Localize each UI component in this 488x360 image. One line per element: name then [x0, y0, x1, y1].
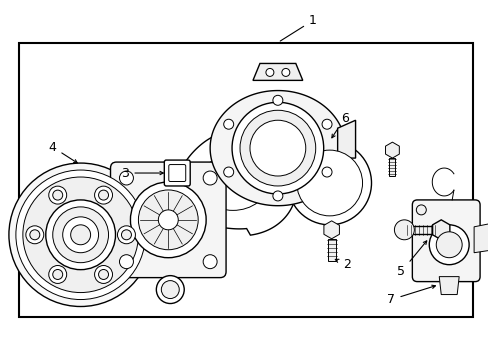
- Circle shape: [249, 120, 305, 176]
- Circle shape: [322, 119, 331, 129]
- Circle shape: [229, 118, 245, 134]
- FancyBboxPatch shape: [164, 160, 190, 186]
- Circle shape: [138, 190, 198, 250]
- Circle shape: [240, 110, 315, 186]
- Circle shape: [49, 186, 66, 204]
- Circle shape: [296, 150, 362, 216]
- Text: 4: 4: [49, 141, 77, 163]
- Circle shape: [130, 182, 206, 258]
- Circle shape: [53, 270, 62, 279]
- Polygon shape: [432, 220, 449, 240]
- Bar: [327, 239, 335, 261]
- Circle shape: [394, 220, 413, 240]
- Circle shape: [99, 270, 108, 279]
- FancyBboxPatch shape: [168, 165, 185, 181]
- Bar: [388, 158, 395, 176]
- Circle shape: [71, 225, 90, 245]
- Circle shape: [435, 232, 461, 258]
- Circle shape: [94, 266, 112, 283]
- Circle shape: [53, 207, 108, 263]
- Polygon shape: [252, 63, 302, 80]
- Circle shape: [223, 167, 233, 177]
- Polygon shape: [385, 142, 399, 158]
- Circle shape: [121, 230, 131, 240]
- Circle shape: [265, 68, 273, 76]
- Circle shape: [161, 280, 179, 298]
- Circle shape: [428, 225, 468, 265]
- Circle shape: [203, 171, 217, 185]
- Circle shape: [322, 167, 331, 177]
- Bar: [404, 226, 443, 234]
- Polygon shape: [177, 132, 294, 235]
- Circle shape: [94, 186, 112, 204]
- Circle shape: [203, 255, 217, 269]
- Circle shape: [26, 226, 44, 244]
- Circle shape: [281, 68, 289, 76]
- Circle shape: [272, 95, 282, 105]
- Circle shape: [99, 190, 108, 200]
- Text: 5: 5: [397, 241, 426, 278]
- Text: 1: 1: [280, 14, 316, 41]
- Circle shape: [62, 217, 99, 253]
- Bar: [19, 42, 472, 318]
- Ellipse shape: [198, 156, 267, 210]
- Polygon shape: [210, 91, 345, 206]
- Circle shape: [287, 141, 371, 225]
- Polygon shape: [438, 276, 458, 294]
- Circle shape: [119, 171, 133, 185]
- Circle shape: [156, 276, 184, 303]
- Text: 6: 6: [331, 112, 348, 138]
- Circle shape: [16, 170, 145, 300]
- Circle shape: [46, 200, 115, 270]
- Polygon shape: [473, 223, 488, 253]
- Text: 3: 3: [122, 167, 163, 180]
- Circle shape: [49, 266, 66, 283]
- Text: 2: 2: [335, 258, 350, 271]
- Circle shape: [415, 205, 426, 215]
- Circle shape: [9, 163, 152, 306]
- FancyBboxPatch shape: [110, 162, 225, 278]
- Circle shape: [117, 226, 135, 244]
- Circle shape: [223, 119, 233, 129]
- Polygon shape: [323, 221, 339, 239]
- Circle shape: [119, 255, 133, 269]
- Circle shape: [53, 190, 62, 200]
- FancyBboxPatch shape: [411, 200, 479, 282]
- Circle shape: [23, 177, 138, 293]
- Polygon shape: [337, 120, 355, 158]
- Circle shape: [158, 210, 178, 230]
- Circle shape: [232, 102, 323, 194]
- Circle shape: [272, 191, 282, 201]
- Text: 7: 7: [386, 285, 434, 306]
- Circle shape: [30, 230, 40, 240]
